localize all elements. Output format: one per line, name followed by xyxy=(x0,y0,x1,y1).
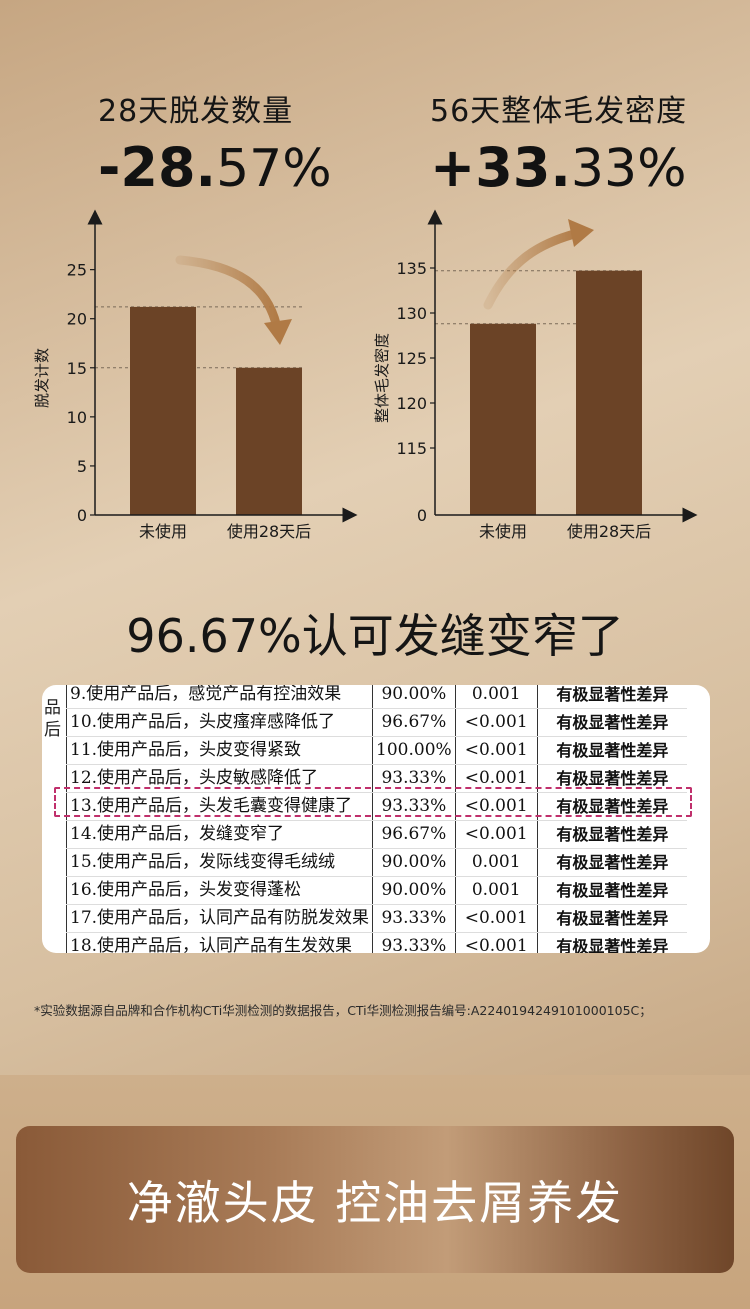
cell-percent: 93.33% xyxy=(372,932,456,953)
cell-significance: <0.001 xyxy=(454,932,538,953)
trend-arrow-head xyxy=(264,319,292,345)
cell-question: 10.使用产品后，头皮瘙痒感降低了 xyxy=(65,708,373,737)
hair-loss-value-tail: 57% xyxy=(216,139,332,199)
y-tick-label: 0 xyxy=(417,506,427,525)
table-row: 17.使用产品后，认同产品有防脱发效果 93.33% <0.001 有极显著性差异 xyxy=(65,904,688,933)
y-axis-label: 脱发计数 xyxy=(33,348,51,408)
cell-question: 16.使用产品后，头发变得蓬松 xyxy=(65,876,373,905)
data-source-footnote: *实验数据源自品牌和合作机构CTi华测检测的数据报告，CTi华测检测报告编号:A… xyxy=(34,1003,652,1018)
cell-result: 有极显著性差异 xyxy=(536,848,688,877)
y-tick-label: 115 xyxy=(396,439,427,458)
approval-headline: 96.67%认可发缝变窄了 xyxy=(126,609,624,663)
y-tick-label: 125 xyxy=(396,349,427,368)
y-tick-label: 25 xyxy=(67,261,87,280)
cell-percent: 100.00% xyxy=(372,736,456,765)
cell-significance: 0.001 xyxy=(454,876,538,905)
bar-after xyxy=(576,270,642,515)
cell-question: 11.使用产品后，头皮变得紧致 xyxy=(65,736,373,765)
y-tick-label: 0 xyxy=(77,506,87,525)
y-tick-label: 135 xyxy=(396,259,427,278)
cell-significance: 0.001 xyxy=(454,685,538,709)
cell-significance: 0.001 xyxy=(454,848,538,877)
cell-result: 有极显著性差异 xyxy=(536,876,688,905)
y-tick-label: 15 xyxy=(67,359,87,378)
cell-result: 有极显著性差异 xyxy=(536,820,688,849)
x-category-label: 使用28天后 xyxy=(567,522,651,541)
bar-after xyxy=(236,367,302,515)
cell-significance: <0.001 xyxy=(454,904,538,933)
table-row: 18.使用产品后，认同产品有生发效果 93.33% <0.001 有极显著性差异 xyxy=(65,932,688,953)
y-tick-label: 10 xyxy=(67,408,87,427)
cell-result: 有极显著性差异 xyxy=(536,708,688,737)
bar-before xyxy=(130,306,196,515)
y-tick-label: 120 xyxy=(396,394,427,413)
trend-arrow-shaft xyxy=(175,255,283,338)
cell-question: 14.使用产品后，发缝变窄了 xyxy=(65,820,373,849)
cell-question: 9.使用产品后，感觉产品有控油效果 xyxy=(65,685,373,709)
cell-percent: 93.33% xyxy=(372,904,456,933)
table-row: 11.使用产品后，头皮变得紧致 100.00% <0.001 有极显著性差异 xyxy=(65,736,688,765)
hair-density-value-main: +33. xyxy=(430,136,571,199)
hair-loss-value-main: -28. xyxy=(98,136,217,199)
table-row: 15.使用产品后，发际线变得毛绒绒 90.00% 0.001 有极显著性差异 xyxy=(65,848,688,877)
cell-significance: <0.001 xyxy=(454,820,538,849)
cell-percent: 96.67% xyxy=(372,820,456,849)
slogan-text: 净澈头皮 控油去屑养发 xyxy=(126,1175,624,1230)
table-row: 14.使用产品后，发缝变窄了 96.67% <0.001 有极显著性差异 xyxy=(65,820,688,849)
x-category-label: 未使用 xyxy=(139,522,187,541)
cell-significance: <0.001 xyxy=(454,708,538,737)
cell-result: 有极显著性差异 xyxy=(536,932,688,953)
y-tick-label: 20 xyxy=(67,310,87,329)
cell-question: 15.使用产品后，发际线变得毛绒绒 xyxy=(65,848,373,877)
hair-loss-stat-label: 28天脱发数量 xyxy=(98,94,294,129)
y-tick-label: 5 xyxy=(77,457,87,476)
cell-result: 有极显著性差异 xyxy=(536,685,688,709)
x-category-label: 未使用 xyxy=(479,522,527,541)
cell-percent: 90.00% xyxy=(372,848,456,877)
cell-result: 有极显著性差异 xyxy=(536,904,688,933)
highlighted-row-outline xyxy=(54,787,692,817)
cell-percent: 90.00% xyxy=(372,685,456,709)
table-row: 10.使用产品后，头皮瘙痒感降低了 96.67% <0.001 有极显著性差异 xyxy=(65,708,688,737)
hair-loss-stat: 28天脱发数量 -28.57% xyxy=(98,86,332,199)
cell-question: 18.使用产品后，认同产品有生发效果 xyxy=(65,932,373,953)
survey-table-card: 品后 9.使用产品后，感觉产品有控油效果 90.00% 0.001 有极显著性差异 10… xyxy=(42,685,710,953)
survey-table: 9.使用产品后，感觉产品有控油效果 90.00% 0.001 有极显著性差异 10.使用… xyxy=(65,685,688,953)
hair-density-bar-chart: 0 115 120 125 130 135 未使用 使用28天后 整体毛发密度 xyxy=(373,209,698,541)
hair-loss-bar-chart: 0 5 10 15 20 25 未使用 使用28天后 脱发计数 xyxy=(33,209,358,541)
cell-percent: 96.67% xyxy=(372,708,456,737)
hair-density-stat: 56天整体毛发密度 +33.33% xyxy=(430,86,687,199)
slogan-banner: 净澈头皮 控油去屑养发 xyxy=(16,1126,734,1273)
table-row: 16.使用产品后，头发变得蓬松 90.00% 0.001 有极显著性差异 xyxy=(65,876,688,905)
cell-percent: 90.00% xyxy=(372,876,456,905)
hair-density-stat-value: +33.33% xyxy=(430,136,687,199)
cell-significance: <0.001 xyxy=(454,736,538,765)
hair-density-value-tail: 33% xyxy=(570,139,687,199)
cell-question: 17.使用产品后，认同产品有防脱发效果 xyxy=(65,904,373,933)
bar-before xyxy=(470,323,536,515)
y-axis-label: 整体毛发密度 xyxy=(373,333,391,423)
trend-arrow-head xyxy=(568,219,594,247)
hair-density-stat-label: 56天整体毛发密度 xyxy=(430,94,688,129)
table-row: 9.使用产品后，感觉产品有控油效果 90.00% 0.001 有极显著性差异 xyxy=(65,685,688,709)
y-tick-label: 130 xyxy=(396,304,427,323)
cell-result: 有极显著性差异 xyxy=(536,736,688,765)
hair-loss-stat-value: -28.57% xyxy=(98,136,332,199)
x-category-label: 使用28天后 xyxy=(227,522,311,541)
table-side-fragment: 品后 xyxy=(44,698,61,740)
trend-arrow-shaft xyxy=(483,228,583,310)
